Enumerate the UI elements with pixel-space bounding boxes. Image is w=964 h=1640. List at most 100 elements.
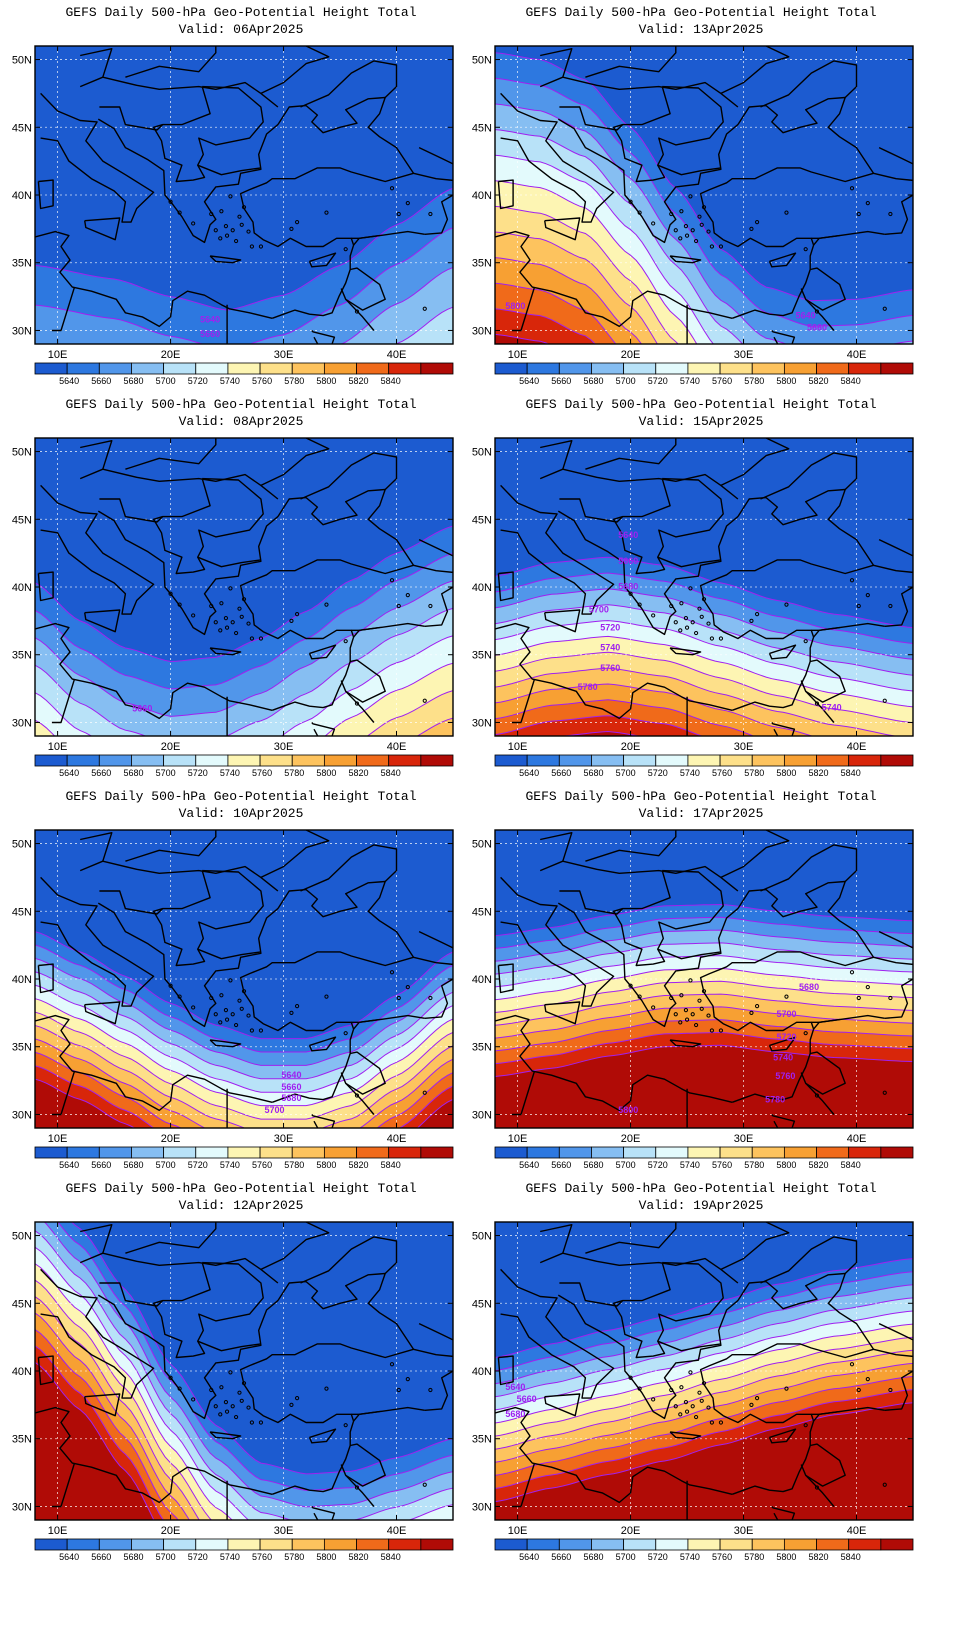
contour-line — [495, 651, 913, 724]
coastline — [209, 1431, 242, 1440]
coastline — [413, 1348, 453, 1411]
colorbar-label: 5660 — [91, 376, 111, 386]
lon-tick-label: 40E — [387, 1133, 407, 1145]
contour-line — [495, 1389, 913, 1489]
island-outline — [693, 1414, 699, 1420]
lat-tick-label: 45N — [12, 1298, 32, 1310]
height-map: 5680 5700 5720 5740 5760 5800 5780 10E 20E 30E 40E… — [472, 829, 914, 1170]
colorbar-label: 5820 — [349, 1160, 369, 1170]
coastline — [539, 1252, 739, 1284]
island-outline — [688, 586, 693, 591]
coastline — [657, 1340, 721, 1352]
coastline — [737, 1272, 875, 1350]
coastline — [813, 1406, 885, 1422]
island-outline — [688, 194, 693, 199]
lat-tick-label: 45N — [12, 906, 32, 918]
coastline — [585, 46, 677, 78]
island-outline — [693, 238, 699, 244]
contour-line — [495, 967, 913, 1001]
coastline — [500, 876, 615, 1007]
coastline — [511, 286, 536, 332]
coastline — [805, 298, 835, 331]
island-outline — [749, 1402, 754, 1407]
island-outline — [233, 1022, 239, 1028]
colorbar-swatch — [719, 1146, 753, 1159]
contour-line — [495, 52, 913, 302]
colorbar-label: 5720 — [648, 768, 668, 778]
island-outline — [258, 244, 264, 249]
island-outline — [697, 214, 702, 219]
coastline — [209, 647, 242, 656]
lat-tick-label: 35N — [472, 1042, 492, 1054]
colorbar-swatch — [783, 754, 817, 767]
fill-band — [495, 1402, 913, 1520]
colorbar-swatch — [655, 362, 689, 375]
island-outline — [865, 985, 870, 990]
coastline — [771, 1114, 796, 1128]
coastline — [308, 252, 337, 268]
island-outline — [218, 628, 223, 633]
colorbar-swatch — [291, 1538, 325, 1551]
coastline — [345, 1082, 375, 1115]
coastline — [544, 1393, 581, 1417]
colorbar-swatch — [848, 362, 882, 375]
island-outline — [637, 994, 642, 999]
coastline — [495, 1014, 733, 1112]
island-outline — [688, 978, 693, 983]
coastline — [813, 230, 885, 246]
lon-tick-label: 20E — [161, 1133, 181, 1145]
lon-tick-label: 40E — [387, 349, 407, 361]
island-outline — [718, 1028, 724, 1033]
colorbar-swatch — [880, 362, 914, 375]
island-outline — [258, 1420, 264, 1425]
colorbar-swatch — [323, 754, 357, 767]
island-outline — [219, 209, 224, 214]
coastline — [125, 46, 217, 78]
coastline — [540, 48, 573, 78]
island-outline — [237, 1390, 242, 1395]
lat-tick-label: 35N — [12, 258, 32, 270]
island-outline — [651, 1005, 656, 1010]
panel-valid-date: Valid: 12Apr2025 — [178, 1198, 304, 1213]
colorbar-swatch — [163, 1146, 197, 1159]
colorbar-swatch — [783, 362, 817, 375]
island-outline — [354, 309, 360, 314]
contour-line — [495, 683, 814, 736]
panel-title: GEFS Daily 500-hPa Geo-Potential Height … — [525, 5, 877, 20]
contour-label: 5680 — [618, 582, 638, 592]
map-panel: GEFS Daily 500-hPa Geo-Potential Height … — [0, 392, 482, 802]
colorbar-swatch — [227, 362, 261, 375]
island-outline — [814, 1093, 820, 1098]
island-outline — [683, 224, 689, 229]
contour-line — [35, 998, 453, 1107]
lat-tick-label: 40N — [12, 1366, 32, 1378]
colorbar-label: 5800 — [776, 1552, 796, 1562]
lat-tick-label: 40N — [472, 582, 492, 594]
coastline — [311, 330, 336, 344]
contour-line — [495, 556, 913, 629]
coastline — [699, 559, 874, 711]
colorbar-swatch — [227, 1146, 261, 1159]
colorbar-label: 5740 — [220, 768, 240, 778]
colorbar-swatch — [816, 754, 850, 767]
height-map: 5800 5640 5660 10E 20E 30E 40E 30N 35N 40N 45N 50N 5… — [472, 45, 914, 386]
coastline — [497, 179, 514, 210]
island-outline — [218, 1412, 223, 1417]
coastline — [497, 963, 514, 994]
coastline — [497, 571, 514, 602]
island-outline — [690, 1012, 695, 1017]
coastline — [79, 468, 279, 500]
island-outline — [651, 1397, 656, 1402]
coastline — [657, 164, 721, 176]
lat-tick-label: 35N — [12, 1042, 32, 1054]
coastline — [277, 96, 415, 174]
lat-tick-label: 50N — [12, 447, 32, 459]
lat-tick-label: 35N — [472, 650, 492, 662]
island-outline — [324, 210, 329, 215]
contour-line — [495, 1271, 913, 1372]
island-outline — [228, 194, 233, 199]
contour-line — [495, 1349, 913, 1450]
island-outline — [223, 616, 229, 621]
colorbar-label: 5640 — [59, 1552, 79, 1562]
island-outline — [688, 1370, 693, 1375]
